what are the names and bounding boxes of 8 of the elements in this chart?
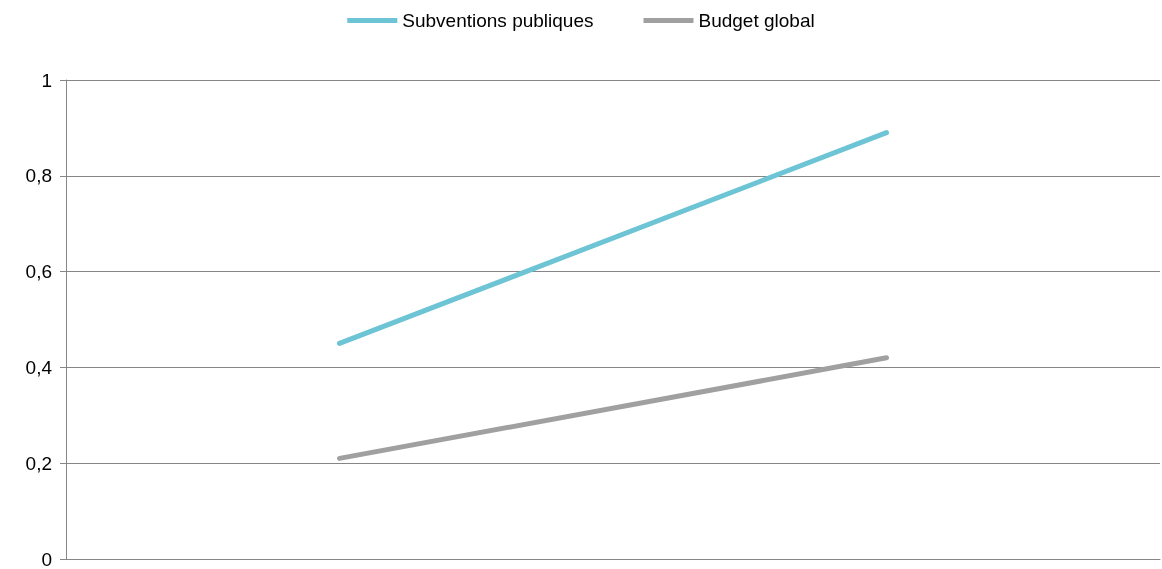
y-tick-label: 0,8 [25, 165, 52, 187]
y-tick-label: 0,4 [25, 356, 53, 378]
y-tick-label: 0 [41, 548, 52, 569]
legend-label: Subventions publiques [402, 10, 594, 31]
y-tick-label: 0,6 [25, 261, 52, 283]
y-tick-label: 0,2 [25, 452, 52, 474]
y-tick-label: 1 [41, 69, 52, 91]
legend-label: Budget global [698, 10, 815, 31]
